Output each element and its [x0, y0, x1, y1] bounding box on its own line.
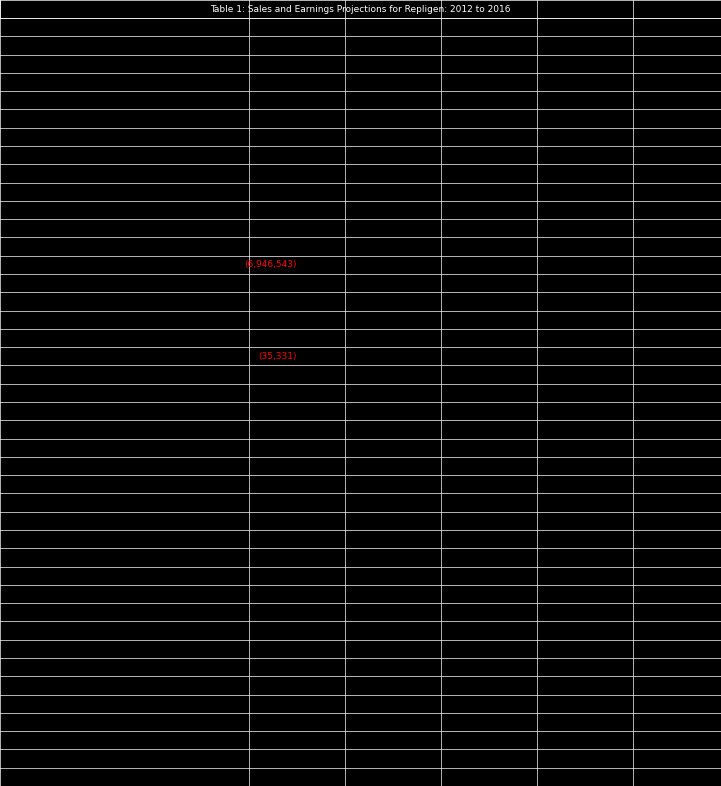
Text: (6,946,543): (6,946,543): [244, 260, 297, 270]
Text: Table 1: Sales and Earnings Projections for Repligen: 2012 to 2016: Table 1: Sales and Earnings Projections …: [211, 5, 510, 13]
Text: (35,331): (35,331): [259, 352, 297, 361]
